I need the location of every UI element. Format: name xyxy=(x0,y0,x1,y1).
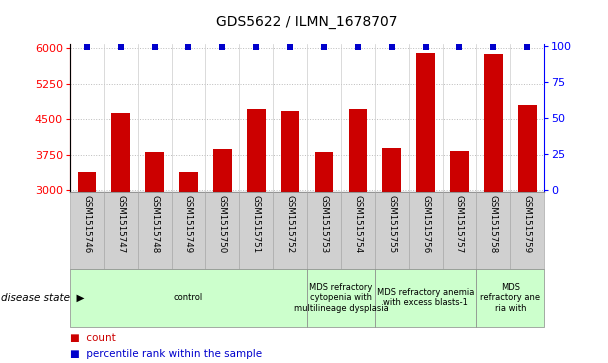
Bar xyxy=(307,192,341,269)
Bar xyxy=(240,192,273,269)
Bar xyxy=(171,192,206,269)
Bar xyxy=(477,269,544,327)
Bar xyxy=(409,192,443,269)
Text: GSM1515746: GSM1515746 xyxy=(82,195,91,253)
Text: GSM1515754: GSM1515754 xyxy=(353,195,362,253)
Bar xyxy=(281,111,299,332)
Text: disease state  ▶: disease state ▶ xyxy=(1,293,84,303)
Bar xyxy=(477,192,510,269)
Bar xyxy=(510,192,544,269)
Bar xyxy=(382,147,401,332)
Bar xyxy=(375,192,409,269)
Bar xyxy=(484,54,503,332)
Bar xyxy=(111,114,130,332)
Bar xyxy=(179,172,198,332)
Bar xyxy=(104,192,137,269)
Bar xyxy=(137,192,171,269)
Bar xyxy=(70,192,104,269)
Bar xyxy=(315,152,333,332)
Text: GSM1515751: GSM1515751 xyxy=(252,195,261,253)
Text: ■  percentile rank within the sample: ■ percentile rank within the sample xyxy=(70,349,262,359)
Text: GDS5622 / ILMN_1678707: GDS5622 / ILMN_1678707 xyxy=(216,15,398,29)
Bar xyxy=(518,105,536,332)
Text: GSM1515753: GSM1515753 xyxy=(319,195,328,253)
Bar xyxy=(70,269,307,327)
Text: MDS refractory anemia
with excess blasts-1: MDS refractory anemia with excess blasts… xyxy=(377,288,474,307)
Text: GSM1515757: GSM1515757 xyxy=(455,195,464,253)
Bar xyxy=(273,192,307,269)
Text: GSM1515755: GSM1515755 xyxy=(387,195,396,253)
Text: ■  count: ■ count xyxy=(70,333,116,343)
Text: GSM1515752: GSM1515752 xyxy=(286,195,295,253)
Bar xyxy=(247,109,266,332)
Text: MDS refractory
cytopenia with
multilineage dysplasia: MDS refractory cytopenia with multilinea… xyxy=(294,283,389,313)
Text: GSM1515747: GSM1515747 xyxy=(116,195,125,253)
Text: GSM1515749: GSM1515749 xyxy=(184,195,193,253)
Text: GSM1515756: GSM1515756 xyxy=(421,195,430,253)
Text: GSM1515759: GSM1515759 xyxy=(523,195,532,253)
Bar xyxy=(206,192,240,269)
Text: GSM1515758: GSM1515758 xyxy=(489,195,498,253)
Bar xyxy=(443,192,477,269)
Bar xyxy=(78,172,96,332)
Bar xyxy=(341,192,375,269)
Text: GSM1515750: GSM1515750 xyxy=(218,195,227,253)
Bar xyxy=(307,269,375,327)
Text: MDS
refractory ane
ria with: MDS refractory ane ria with xyxy=(480,283,541,313)
Text: GSM1515748: GSM1515748 xyxy=(150,195,159,253)
Bar xyxy=(348,109,367,332)
Bar xyxy=(450,151,469,332)
Bar xyxy=(145,152,164,332)
Bar xyxy=(416,53,435,332)
Bar xyxy=(375,269,477,327)
Text: control: control xyxy=(174,293,203,302)
Bar xyxy=(213,149,232,332)
